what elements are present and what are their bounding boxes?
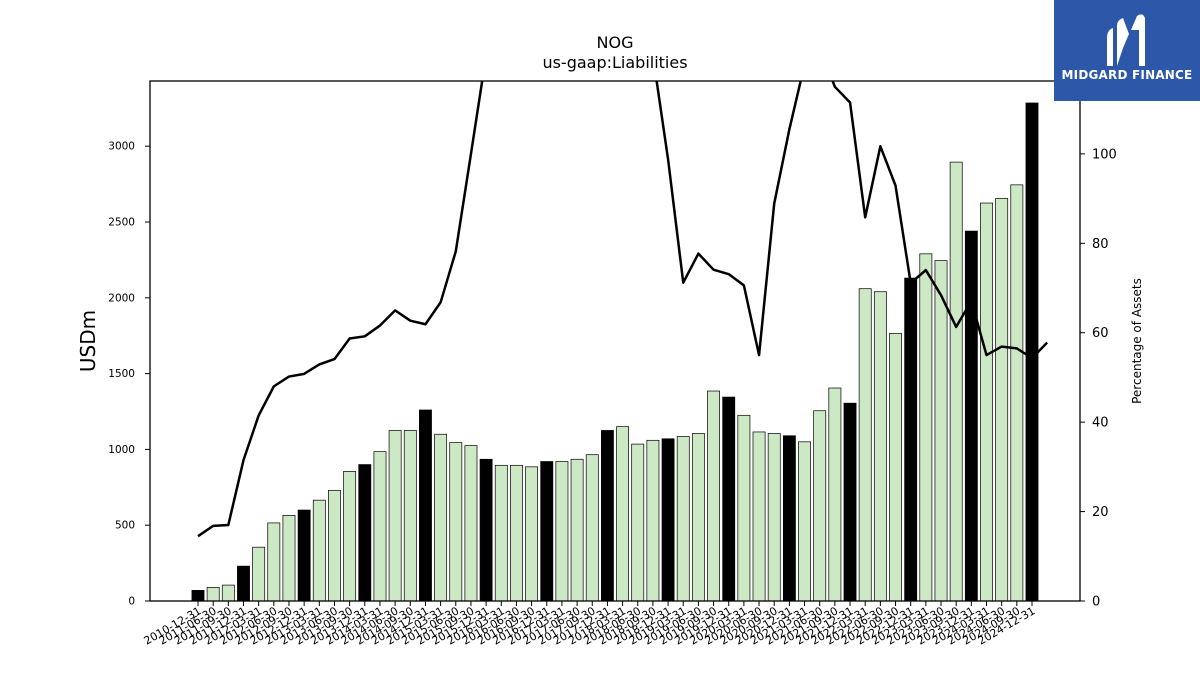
bar-2012-03-31 [267, 522, 281, 602]
bar-2023-06-30 [949, 161, 963, 602]
bar-2019-12-31 [737, 414, 751, 602]
bar-2015-09-30 [479, 458, 493, 602]
bar-2024-06-30 [1010, 184, 1024, 602]
bar-2020-06-30 [767, 433, 781, 602]
y2-tick-label-40: 40 [1092, 416, 1109, 431]
y2-tick-label-60: 60 [1092, 326, 1109, 341]
y-tick-label-3000: 3000 [108, 141, 135, 153]
bar-2012-06-30 [282, 514, 296, 602]
bar-2022-03-31 [873, 291, 887, 602]
y-tick-label-0: 0 [128, 596, 135, 608]
bar-series [191, 102, 1039, 602]
bar-2011-06-30 [221, 584, 235, 602]
bar-2023-12-31 [980, 202, 993, 602]
y2-tick-label-100: 100 [1092, 147, 1117, 162]
percentage-of-assets-line [197, 81, 1049, 538]
bar-2021-09-30 [843, 402, 857, 602]
bar-2016-03-31 [510, 464, 523, 602]
bar-2020-09-30 [782, 435, 796, 602]
y-tick-label-1000: 1000 [108, 444, 135, 456]
bar-2014-03-31 [388, 430, 402, 602]
right-y-axis-ticks: 0 20 40 60 80 100 [1080, 147, 1117, 610]
bar-2014-12-31 [434, 433, 448, 602]
bar-2012-09-30 [297, 509, 311, 602]
y-tick-label-500: 500 [115, 520, 135, 532]
y-tick-label-1500: 1500 [108, 368, 135, 380]
bar-2022-06-30 [889, 333, 902, 602]
bar-2022-12-31 [919, 253, 933, 602]
plot-frame [149, 80, 1081, 602]
y2-tick-label-0: 0 [1092, 595, 1100, 610]
bar-2011-12-31 [252, 546, 266, 602]
bar-2013-12-31 [373, 451, 387, 602]
y2-tick-label-20: 20 [1092, 505, 1109, 520]
bar-2011-09-30 [237, 565, 250, 602]
bar-2020-12-31 [798, 441, 811, 602]
bar-2013-09-30 [358, 464, 372, 602]
bar-2012-12-31 [312, 499, 326, 602]
bar-2019-09-30 [722, 396, 736, 602]
bar-2021-03-31 [813, 410, 827, 602]
bar-2016-09-30 [540, 461, 554, 602]
bar-2010-12-31 [191, 590, 205, 602]
bar-2015-06-30 [464, 445, 478, 602]
bar-2016-06-30 [525, 466, 539, 602]
brand-logo: MIDGARD FINANCE [1054, 0, 1200, 101]
bar-2018-03-31 [631, 443, 645, 602]
y-tick-label-2500: 2500 [108, 216, 135, 228]
bar-2021-12-31 [858, 288, 872, 602]
bar-2017-09-30 [600, 430, 614, 602]
bar-2015-12-31 [494, 464, 508, 602]
chart-subtitle: us-gaap:Liabilities [542, 53, 688, 72]
y2-tick-label-80: 80 [1092, 237, 1109, 252]
bar-2017-06-30 [585, 454, 599, 602]
percentage-line-series [197, 81, 1049, 538]
bar-2024-03-31 [995, 198, 1009, 602]
bar-2018-12-31 [676, 436, 690, 602]
y-tick-label-2000: 2000 [108, 292, 135, 304]
bar-2023-09-30 [964, 230, 978, 602]
bar-2022-09-30 [904, 277, 918, 602]
y-axis-label: USDm [76, 309, 100, 373]
bar-2021-06-30 [828, 387, 842, 602]
bar-2020-03-31 [752, 431, 766, 602]
bar-2018-06-30 [646, 439, 660, 602]
brand-logo-icon [1107, 14, 1145, 66]
chart-title: NOG [596, 33, 634, 52]
bar-2013-03-31 [328, 489, 341, 602]
bar-2018-09-30 [661, 438, 675, 602]
bar-2017-03-31 [570, 458, 584, 602]
bar-2019-03-31 [691, 433, 705, 602]
bar-2023-03-31 [934, 260, 948, 602]
bar-2013-06-30 [343, 471, 357, 602]
bar-2014-06-30 [403, 430, 417, 602]
left-y-axis-ticks: 0 500 1000 1500 2000 2500 3000 [108, 141, 150, 608]
bar-2015-03-31 [449, 442, 463, 602]
bar-2011-03-31 [206, 587, 220, 602]
x-axis-ticks: 2010-12-312011-06-302011-09-302011-12-31… [142, 601, 1038, 648]
bar-2016-12-31 [555, 461, 569, 602]
bar-2014-09-30 [419, 409, 432, 602]
bar-2024-09-30 [1025, 102, 1039, 602]
y2-axis-label: Percentage of Assets [1130, 278, 1144, 404]
axes [149, 80, 1081, 602]
bar-2019-06-30 [707, 390, 720, 602]
bar-2017-12-31 [616, 426, 630, 602]
